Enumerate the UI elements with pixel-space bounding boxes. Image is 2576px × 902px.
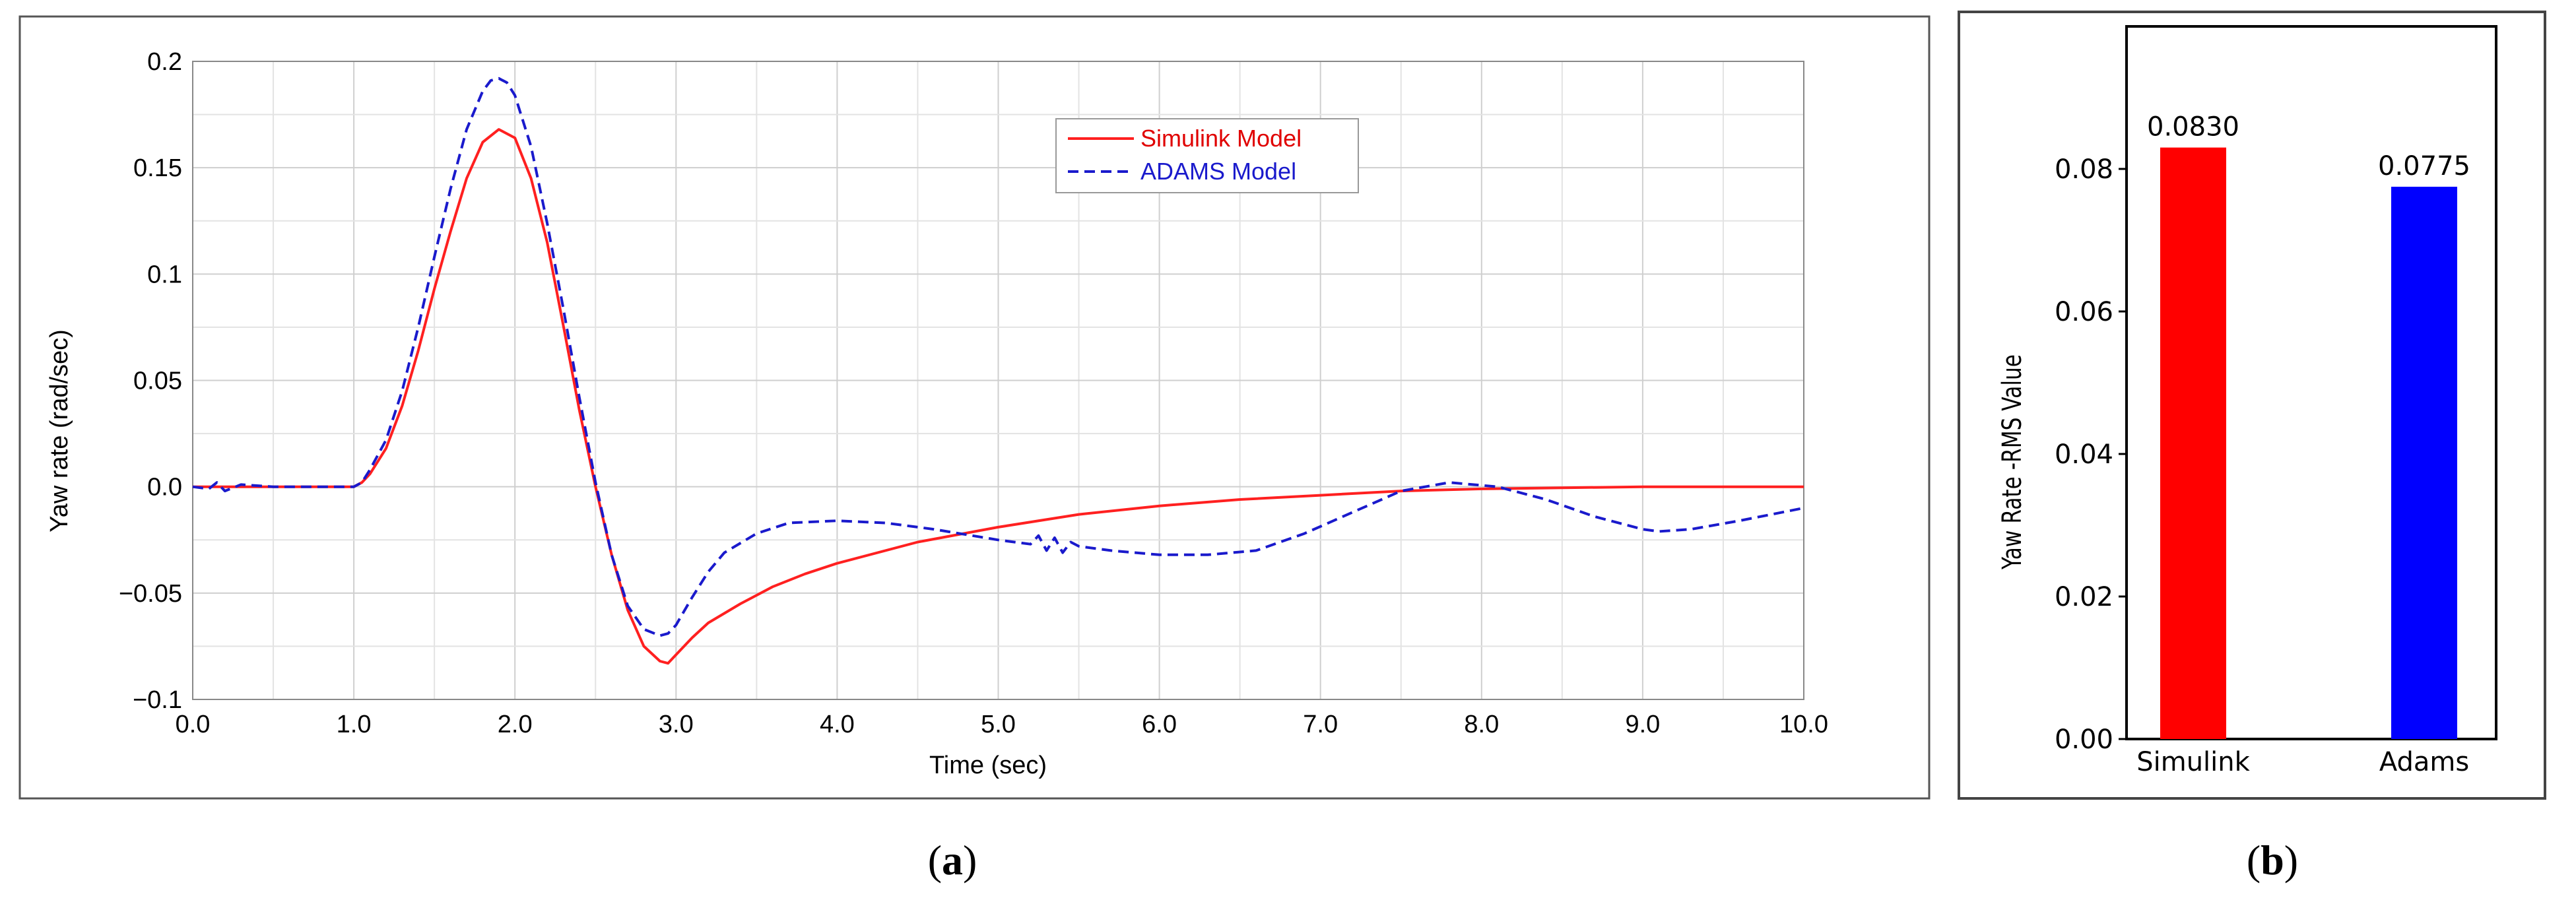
- panel-a: 0.2 0.15 0.1 0.05 0.0 −0.05 −0.1 0.0 1.0 2.0 3.0 4…: [18, 15, 1931, 884]
- y-tick-label: 0.08: [2055, 154, 2113, 185]
- x-category-label: Adams: [2379, 747, 2469, 777]
- series-line-simulink: [193, 128, 1804, 665]
- legend-label-simulink: Simulink Model: [1140, 125, 1302, 152]
- panel-b-y-ticks: 0.00 0.02 0.04 0.06 0.08: [2055, 154, 2127, 755]
- legend-box: [1055, 118, 1359, 193]
- panel-b-frame: [1958, 11, 2546, 800]
- panel-a-y-axis-label: Yaw rate (rad/sec): [46, 329, 73, 532]
- panel-a-x-ticks: 0.0 1.0 2.0 3.0 4.0 5.0 6.0 7.0 8.0 9.0 10.0: [176, 711, 1828, 738]
- y-tick-label: 0.00: [2055, 725, 2113, 755]
- panel-a-x-axis-label: Time (sec): [929, 752, 1047, 779]
- legend-label-adams: ADAMS Model: [1140, 158, 1296, 185]
- y-tick-label: −0.1: [133, 686, 182, 714]
- y-tick-label: 0.04: [2055, 439, 2113, 470]
- y-tick-label: 0.0: [147, 474, 182, 501]
- panel-b-caption: (b): [2247, 837, 2298, 884]
- panel-b-y-axis-label: Yaw Rate -RMS Value: [1997, 354, 2028, 570]
- y-tick-label: 0.05: [133, 368, 182, 395]
- panel-a-gridlines: [192, 61, 1804, 700]
- panel-a-plot-area: [192, 61, 1804, 700]
- x-tick-label: 10.0: [1779, 711, 1828, 738]
- panel-a-frame: [18, 15, 1931, 800]
- y-tick-label: 0.02: [2055, 582, 2113, 612]
- panel-a-series: [192, 77, 1804, 665]
- y-tick-label: −0.05: [119, 580, 182, 608]
- panel-b-bars: 0.0830 Simulink 0.0775 Adams: [2136, 112, 2470, 777]
- x-tick-label: 8.0: [1464, 711, 1499, 738]
- x-tick-label: 0.0: [176, 711, 211, 738]
- panel-b: 0.00 0.02 0.04 0.06 0.08 0.0830 Simulink 0.077…: [1958, 11, 2546, 884]
- bar-simulink: [2160, 147, 2226, 740]
- panel-b-caption-text: (b): [2247, 837, 2298, 884]
- x-tick-label: 2.0: [498, 711, 533, 738]
- panel-b-axes-box: [2125, 25, 2497, 740]
- panel-a-caption-text: (a): [928, 837, 977, 884]
- y-tick-label: 0.1: [147, 261, 182, 288]
- y-tick-label: 0.15: [133, 154, 182, 182]
- series-line-adams: [192, 77, 1804, 637]
- panel-a-caption: (a): [928, 837, 977, 884]
- x-tick-label: 6.0: [1142, 711, 1177, 738]
- y-tick-label: 0.2: [147, 48, 182, 76]
- bar-value-label: 0.0775: [2378, 151, 2470, 181]
- bar-adams: [2391, 187, 2457, 739]
- x-tick-label: 1.0: [337, 711, 372, 738]
- bar-value-label: 0.0830: [2147, 112, 2239, 143]
- panel-a-legend: Simulink Model ADAMS Model: [1055, 118, 1359, 193]
- x-tick-label: 4.0: [820, 711, 855, 738]
- x-tick-label: 9.0: [1625, 711, 1660, 738]
- x-tick-label: 3.0: [659, 711, 694, 738]
- panel-a-y-ticks: 0.2 0.15 0.1 0.05 0.0 −0.05 −0.1: [119, 48, 182, 714]
- y-tick-label: 0.06: [2055, 297, 2113, 327]
- x-tick-label: 7.0: [1303, 711, 1338, 738]
- x-category-label: Simulink: [2136, 747, 2250, 777]
- x-tick-label: 5.0: [981, 711, 1016, 738]
